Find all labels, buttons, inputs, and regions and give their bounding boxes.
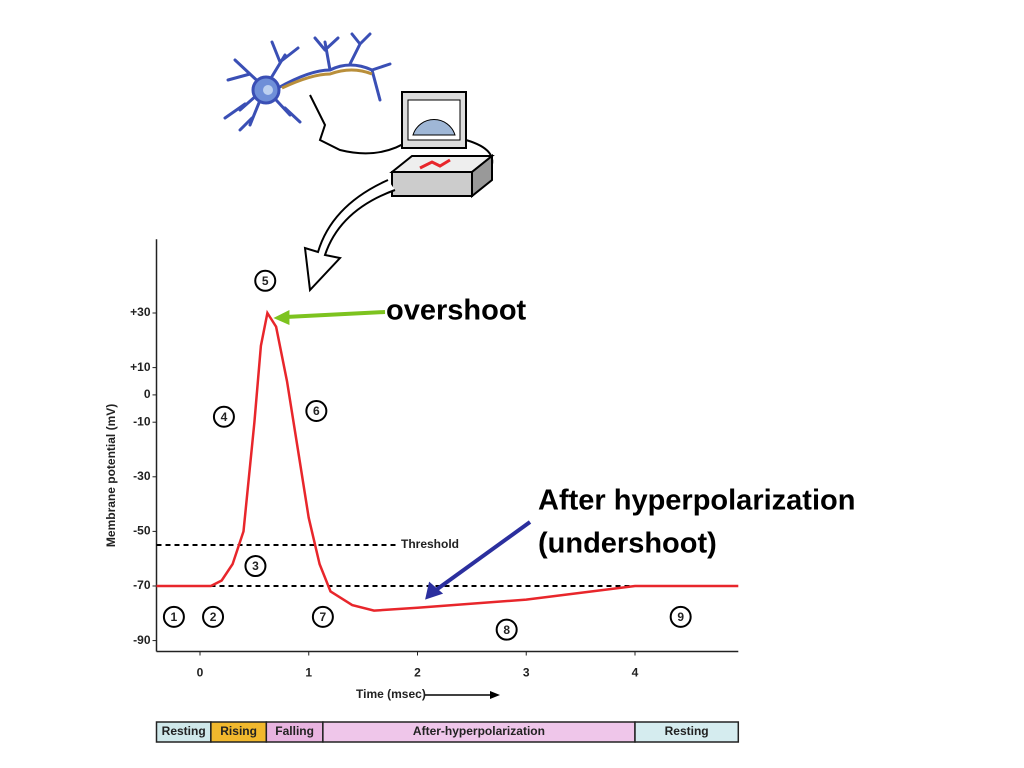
overshoot-label: overshoot	[386, 295, 527, 327]
x-tick-label: 2	[414, 666, 421, 680]
overshoot-arrowhead	[273, 310, 290, 326]
phase-marker	[669, 605, 692, 628]
phase-label: Resting	[162, 724, 206, 738]
y-tick-label: -10	[133, 414, 151, 428]
phase-marker	[311, 605, 334, 628]
phase-marker-label: 4	[221, 410, 228, 424]
phase-marker	[305, 400, 328, 423]
x-tick-label: 1	[305, 666, 312, 680]
phase-marker-label: 5	[262, 274, 269, 288]
undershoot-label: (undershoot)	[538, 528, 717, 560]
x-tick-label: 0	[197, 666, 204, 680]
reference-label: Threshold	[401, 537, 459, 551]
y-tick-label: -30	[133, 469, 151, 483]
x-axis-title-arrowhead	[490, 691, 500, 699]
membrane-potential-line	[156, 309, 739, 612]
phase-marker-label: 7	[320, 610, 327, 624]
phase-segment	[634, 721, 740, 743]
recording-illustration	[223, 32, 495, 293]
phase-label: After-hyperpolarization	[413, 724, 545, 738]
y-tick-label: +30	[130, 305, 151, 319]
phase-marker	[244, 555, 267, 578]
phase-marker-label: 6	[313, 404, 320, 418]
phase-label: Rising	[220, 724, 257, 738]
phase-marker	[202, 605, 225, 628]
x-axis-title: Time (msec)	[356, 687, 426, 701]
phase-marker	[162, 605, 185, 628]
x-tick-label: 3	[523, 666, 530, 680]
phase-marker-label: 1	[171, 610, 178, 624]
y-tick-label: 0	[144, 387, 151, 401]
undershoot-arrow	[433, 520, 532, 593]
y-tick-label: -50	[133, 524, 151, 538]
phase-marker-label: 9	[677, 610, 684, 624]
overshoot-arrow	[285, 310, 386, 320]
undershoot-arrowhead	[425, 581, 444, 600]
phase-label: Resting	[665, 724, 709, 738]
phase-marker	[254, 269, 277, 292]
y-tick-label: +10	[130, 360, 151, 374]
y-axis-title: Membrane potential (mV)	[104, 404, 118, 547]
y-tick-label: -90	[133, 633, 151, 647]
phase-marker	[495, 618, 518, 641]
phase-marker-label: 3	[252, 559, 259, 573]
phase-marker-label: 8	[503, 623, 510, 637]
x-tick-label: 4	[632, 666, 639, 680]
phase-marker-label: 2	[210, 610, 217, 624]
phase-label: Falling	[275, 724, 314, 738]
y-tick-label: -70	[133, 578, 151, 592]
phase-marker	[212, 405, 235, 428]
undershoot-label: After hyperpolarization	[538, 485, 855, 517]
